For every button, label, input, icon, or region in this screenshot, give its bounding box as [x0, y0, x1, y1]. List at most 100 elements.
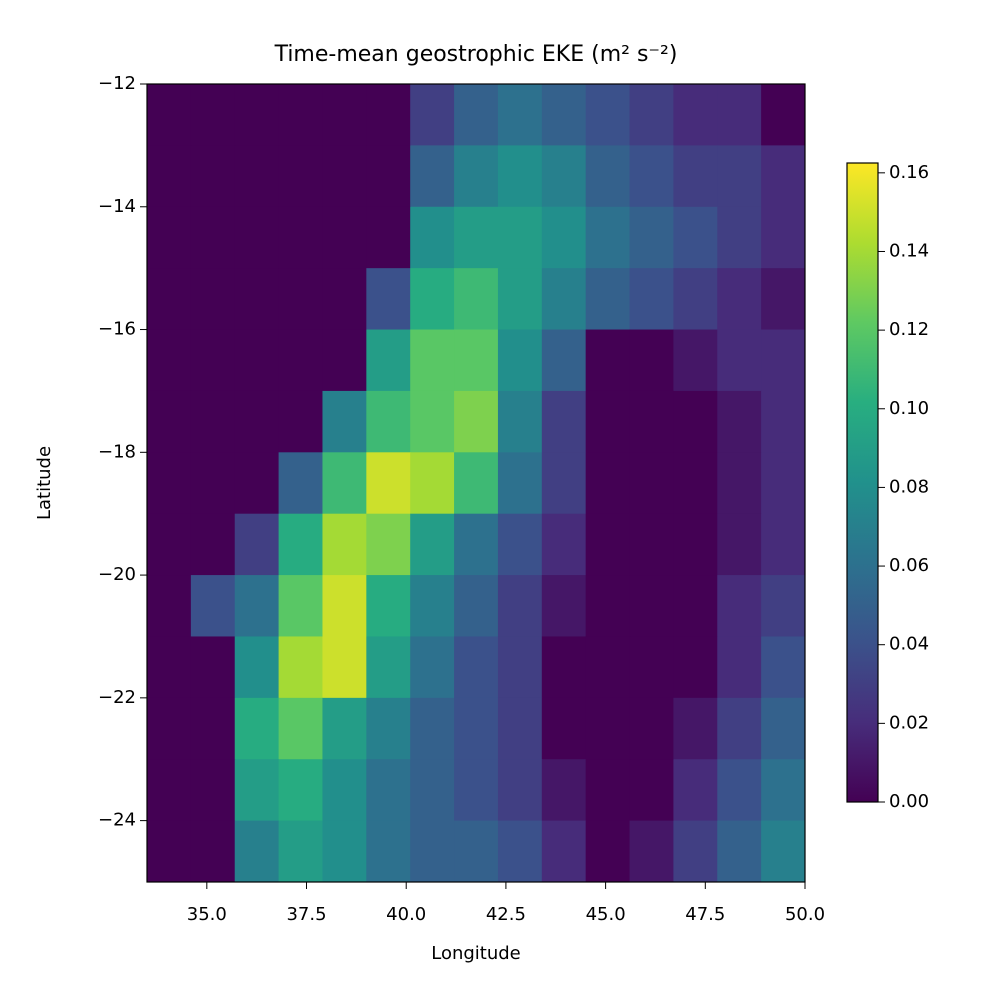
heatmap-cell [190, 575, 236, 637]
colorbar-tick-label: 0.08 [889, 476, 929, 497]
heatmap-cell [673, 759, 718, 822]
heatmap-cell [541, 268, 587, 331]
heatmap-cell [673, 268, 718, 331]
heatmap-cell [366, 329, 411, 392]
heatmap-cell [629, 513, 674, 576]
heatmap-cell [541, 820, 587, 883]
heatmap-cell [761, 820, 806, 883]
heatmap-cell [454, 329, 499, 392]
colorbar-tick-label: 0.16 [889, 162, 929, 183]
heatmap-cell [454, 697, 499, 760]
colorbar-tick-label: 0.04 [889, 634, 929, 655]
heatmap-cell [147, 697, 192, 760]
heatmap-cell [761, 513, 806, 576]
heatmap-cell [410, 145, 455, 208]
heatmap-cell [761, 268, 806, 331]
heatmap-cell [629, 697, 674, 760]
heatmap-cell [629, 390, 674, 453]
heatmap-cell [190, 329, 236, 392]
heatmap-cell [497, 452, 543, 515]
heatmap-cell [366, 697, 411, 760]
heatmap-cell [454, 636, 499, 699]
heatmap-cell [147, 206, 192, 269]
heatmap-cell [717, 820, 762, 883]
heatmap-cell [410, 697, 455, 760]
heatmap-cell [585, 636, 631, 699]
heatmap-cell [278, 84, 323, 146]
heatmap-cell [541, 84, 587, 146]
heatmap-cell [190, 820, 236, 883]
colorbar-tick-label: 0.10 [889, 398, 929, 419]
heatmap-cell [147, 636, 192, 699]
heatmap-cell [410, 820, 455, 883]
heatmap-cell [497, 206, 543, 269]
heatmap-cell [541, 145, 587, 208]
heatmap-cell [585, 452, 631, 515]
heatmap-cell [717, 452, 762, 515]
heatmap-cell [147, 84, 192, 146]
heatmap-cell [322, 268, 367, 331]
x-axis-label: Longitude [431, 943, 521, 964]
heatmap-cell [585, 390, 631, 453]
heatmap-cell [541, 575, 587, 637]
heatmap-cell [278, 759, 323, 822]
heatmap-cell [761, 145, 806, 208]
heatmap-cell [366, 513, 411, 576]
heatmap-cell [190, 513, 236, 576]
heatmap-cell [190, 206, 236, 269]
heatmap-cell [278, 452, 323, 515]
heatmap-cell [585, 206, 631, 269]
heatmap-cell [717, 329, 762, 392]
heatmap-cell [497, 329, 543, 392]
heatmap-cell [761, 84, 806, 146]
heatmap-cell [717, 636, 762, 699]
heatmap-cell [673, 145, 718, 208]
heatmap-cell [454, 452, 499, 515]
heatmap-cell [278, 697, 323, 760]
heatmap-cell [410, 390, 455, 453]
heatmap-cell [147, 759, 192, 822]
heatmap-cell [629, 145, 674, 208]
heatmap-cell [366, 636, 411, 699]
y-tick-label: −16 [98, 319, 136, 340]
y-tick-label: −22 [98, 687, 136, 708]
heatmap-cell [497, 145, 543, 208]
heatmap-cell [717, 268, 762, 331]
colorbar-tick-label: 0.02 [889, 712, 929, 733]
heatmap-cell [673, 329, 718, 392]
colorbar-tick-label: 0.06 [889, 555, 929, 576]
heatmap-cell [673, 452, 718, 515]
x-tick-label: 40.0 [386, 904, 426, 925]
heatmap-cell [190, 759, 236, 822]
heatmap-cell [322, 329, 367, 392]
heatmap-cell [541, 390, 587, 453]
heatmap-cell [366, 206, 411, 269]
colorbar-tick-label: 0.00 [889, 791, 929, 812]
heatmap-cell [761, 390, 806, 453]
heatmap-cell [541, 206, 587, 269]
heatmap-cell [629, 268, 674, 331]
heatmap-cell [190, 697, 236, 760]
heatmap-cell [322, 820, 367, 883]
colorbar-tick-label: 0.14 [889, 240, 929, 261]
x-tick-label: 37.5 [286, 904, 326, 925]
heatmap-cell [410, 452, 455, 515]
heatmap-cell [541, 636, 587, 699]
heatmap-cell [278, 575, 323, 637]
heatmap-cell [717, 575, 762, 637]
heatmap-cell [366, 452, 411, 515]
y-tick-label: −18 [98, 441, 136, 462]
y-tick-label: −20 [98, 564, 136, 585]
heatmap-cell [541, 452, 587, 515]
heatmap-cell [497, 575, 543, 637]
heatmap-cell [366, 84, 411, 146]
heatmap-cell [190, 636, 236, 699]
y-tick-label: −24 [98, 810, 136, 831]
heatmap-cell [322, 206, 367, 269]
heatmap-cell [761, 452, 806, 515]
heatmap-cell [190, 145, 236, 208]
heatmap-cell [322, 145, 367, 208]
heatmap-cell [761, 636, 806, 699]
heatmap-cell [454, 84, 499, 146]
